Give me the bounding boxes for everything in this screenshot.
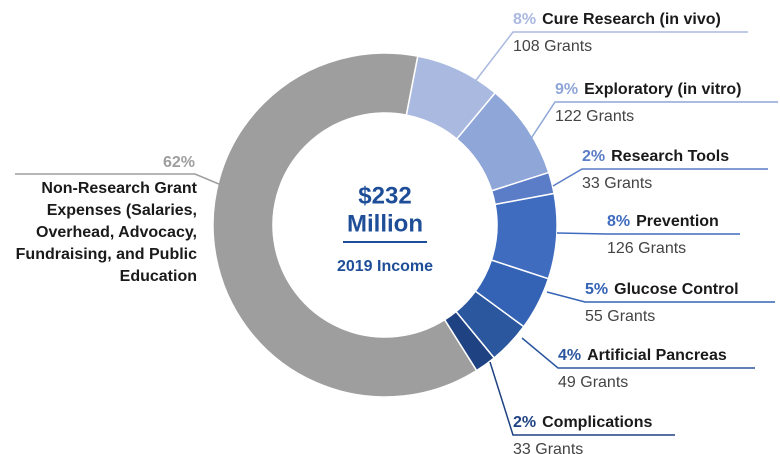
value-label: 62% <box>163 154 195 171</box>
slice <box>490 192 558 280</box>
value-label: 2% <box>513 414 536 431</box>
category-label: 8% Cure Research (in vivo) <box>513 11 721 28</box>
leader-line <box>15 173 239 193</box>
grant-count: 122 Grants <box>555 108 634 125</box>
category-name: Research Tools <box>611 148 729 165</box>
category-label: 5% Glucose Control <box>585 281 739 298</box>
value-label: 4% <box>558 347 581 364</box>
slice <box>455 290 525 359</box>
center-line: $232 <box>358 182 411 209</box>
slice <box>405 55 497 141</box>
category-name: Exploratory (in vitro) <box>584 81 741 98</box>
slice <box>443 310 496 372</box>
leader-line <box>552 168 768 187</box>
leader-line <box>521 337 755 369</box>
value-label: 2% <box>582 148 605 165</box>
leader-line <box>489 361 675 436</box>
slice <box>455 91 550 192</box>
slice <box>490 171 555 206</box>
leader-line <box>529 101 778 141</box>
leader-line <box>556 232 740 235</box>
value-label: 8% <box>513 11 536 28</box>
center-line: Million <box>347 210 423 237</box>
grant-count: 126 Grants <box>607 240 686 257</box>
value-label: 9% <box>555 81 578 98</box>
grant-count: 108 Grants <box>513 38 592 55</box>
value-label: 8% <box>607 213 630 230</box>
grant-count: 33 Grants <box>582 175 652 192</box>
category-name: Complications <box>542 414 652 431</box>
category-label: 4% Artificial Pancreas <box>558 347 727 364</box>
category-name: Glucose Control <box>614 281 738 298</box>
category-label: Non-Research Grant Expenses (Salaries, O… <box>15 180 197 285</box>
slice <box>474 259 550 328</box>
category-name: Cure Research (in vivo) <box>542 11 721 28</box>
value-label: 5% <box>585 281 608 298</box>
category-label: 2% Complications <box>513 414 652 431</box>
grant-count: 55 Grants <box>585 308 655 325</box>
leader-line <box>469 31 748 89</box>
category-label: 9% Exploratory (in vitro) <box>555 81 741 98</box>
slice <box>212 52 478 398</box>
category-name: Artificial Pancreas <box>587 347 727 364</box>
grant-count: 49 Grants <box>558 374 628 391</box>
category-name: Prevention <box>636 213 719 230</box>
center-subtitle: 2019 Income <box>337 258 433 275</box>
category-label: 8% Prevention <box>607 213 719 230</box>
grant-count: 33 Grants <box>513 441 583 454</box>
leader-line <box>546 291 775 303</box>
category-label: 2% Research Tools <box>582 148 729 165</box>
